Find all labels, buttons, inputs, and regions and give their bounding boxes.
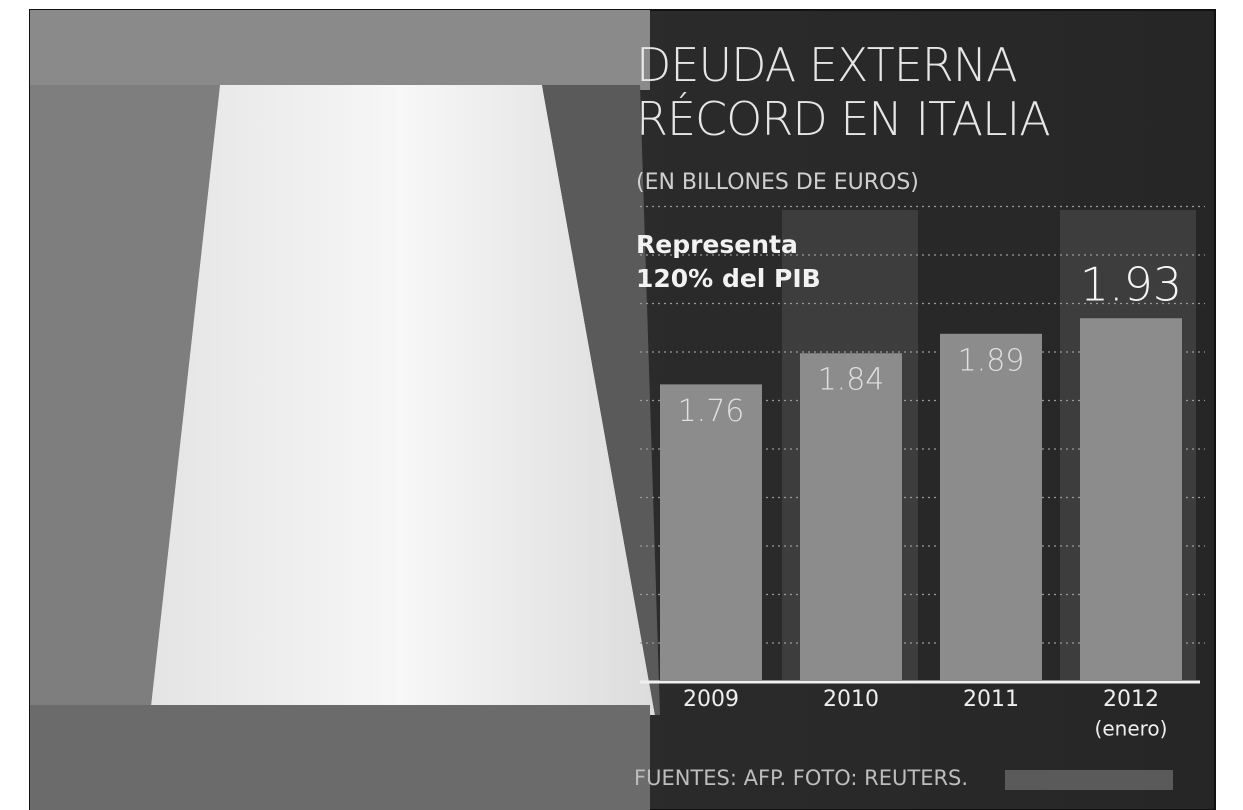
colosseum-top (30, 10, 650, 90)
x-tick-label: 2010 (823, 687, 879, 712)
x-tick-sublabel: (enero) (1095, 717, 1168, 741)
page: 1.7620091.8420101.8920111.932012(enero) … (0, 0, 1243, 810)
source-bar (1005, 770, 1173, 790)
x-tick-label: 2012 (1103, 687, 1159, 712)
chart-title: DEUDA EXTERNA RÉCORD EN ITALIA (636, 38, 1156, 146)
bar (1080, 318, 1182, 680)
value-label: 1.84 (818, 363, 885, 398)
bar (800, 353, 902, 680)
value-label: 1.89 (958, 343, 1025, 378)
value-label: 1.76 (678, 394, 745, 429)
x-tick-label: 2009 (683, 687, 739, 712)
chart-subtitle: (EN BILLONES DE EUROS) (636, 170, 919, 195)
value-label: 1.93 (1080, 258, 1182, 312)
colosseum-bottom (30, 705, 650, 810)
annotation: Representa 120% del PIB (636, 228, 866, 296)
x-tick-label: 2011 (963, 687, 1019, 712)
bar (940, 334, 1042, 680)
source: FUENTES: AFP. FOTO: REUTERS. (634, 766, 968, 790)
